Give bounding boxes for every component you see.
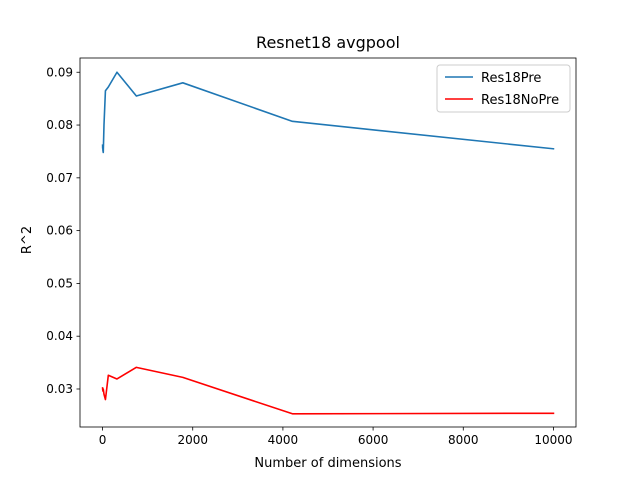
axes-frame [79,57,577,428]
plot-area: 0 2000 4000 6000 8000 10000 0.03 0.04 0.05 0.06 0.… [46,57,577,447]
x-tick-label: 0 [99,433,107,447]
y-tick-label: 0.05 [46,276,73,290]
legend-label-res18nopre: Res18NoPre [481,93,559,108]
series-line-res18pre [101,71,555,154]
y-tick-label: 0.04 [46,329,73,343]
y-tick-label: 0.03 [46,382,73,396]
x-axis-label: Number of dimensions [254,456,401,471]
x-tick-label: 4000 [268,433,299,447]
y-tick-label: 0.06 [46,224,73,238]
legend: Res18Pre Res18NoPre [436,64,571,113]
x-tick-label: 2000 [177,433,208,447]
chart-title: Resnet18 avgpool [256,33,400,52]
x-tick-label: 8000 [448,433,479,447]
legend-label-res18pre: Res18Pre [481,71,541,86]
x-tick-label: 6000 [358,433,389,447]
y-tick-label: 0.07 [46,171,73,185]
y-tick-label: 0.09 [46,65,73,79]
series-line-res18nopre [101,366,555,415]
x-tick-label: 10000 [534,433,572,447]
y-tick-label: 0.08 [46,118,73,132]
y-axis-label: R^2 [20,226,35,254]
